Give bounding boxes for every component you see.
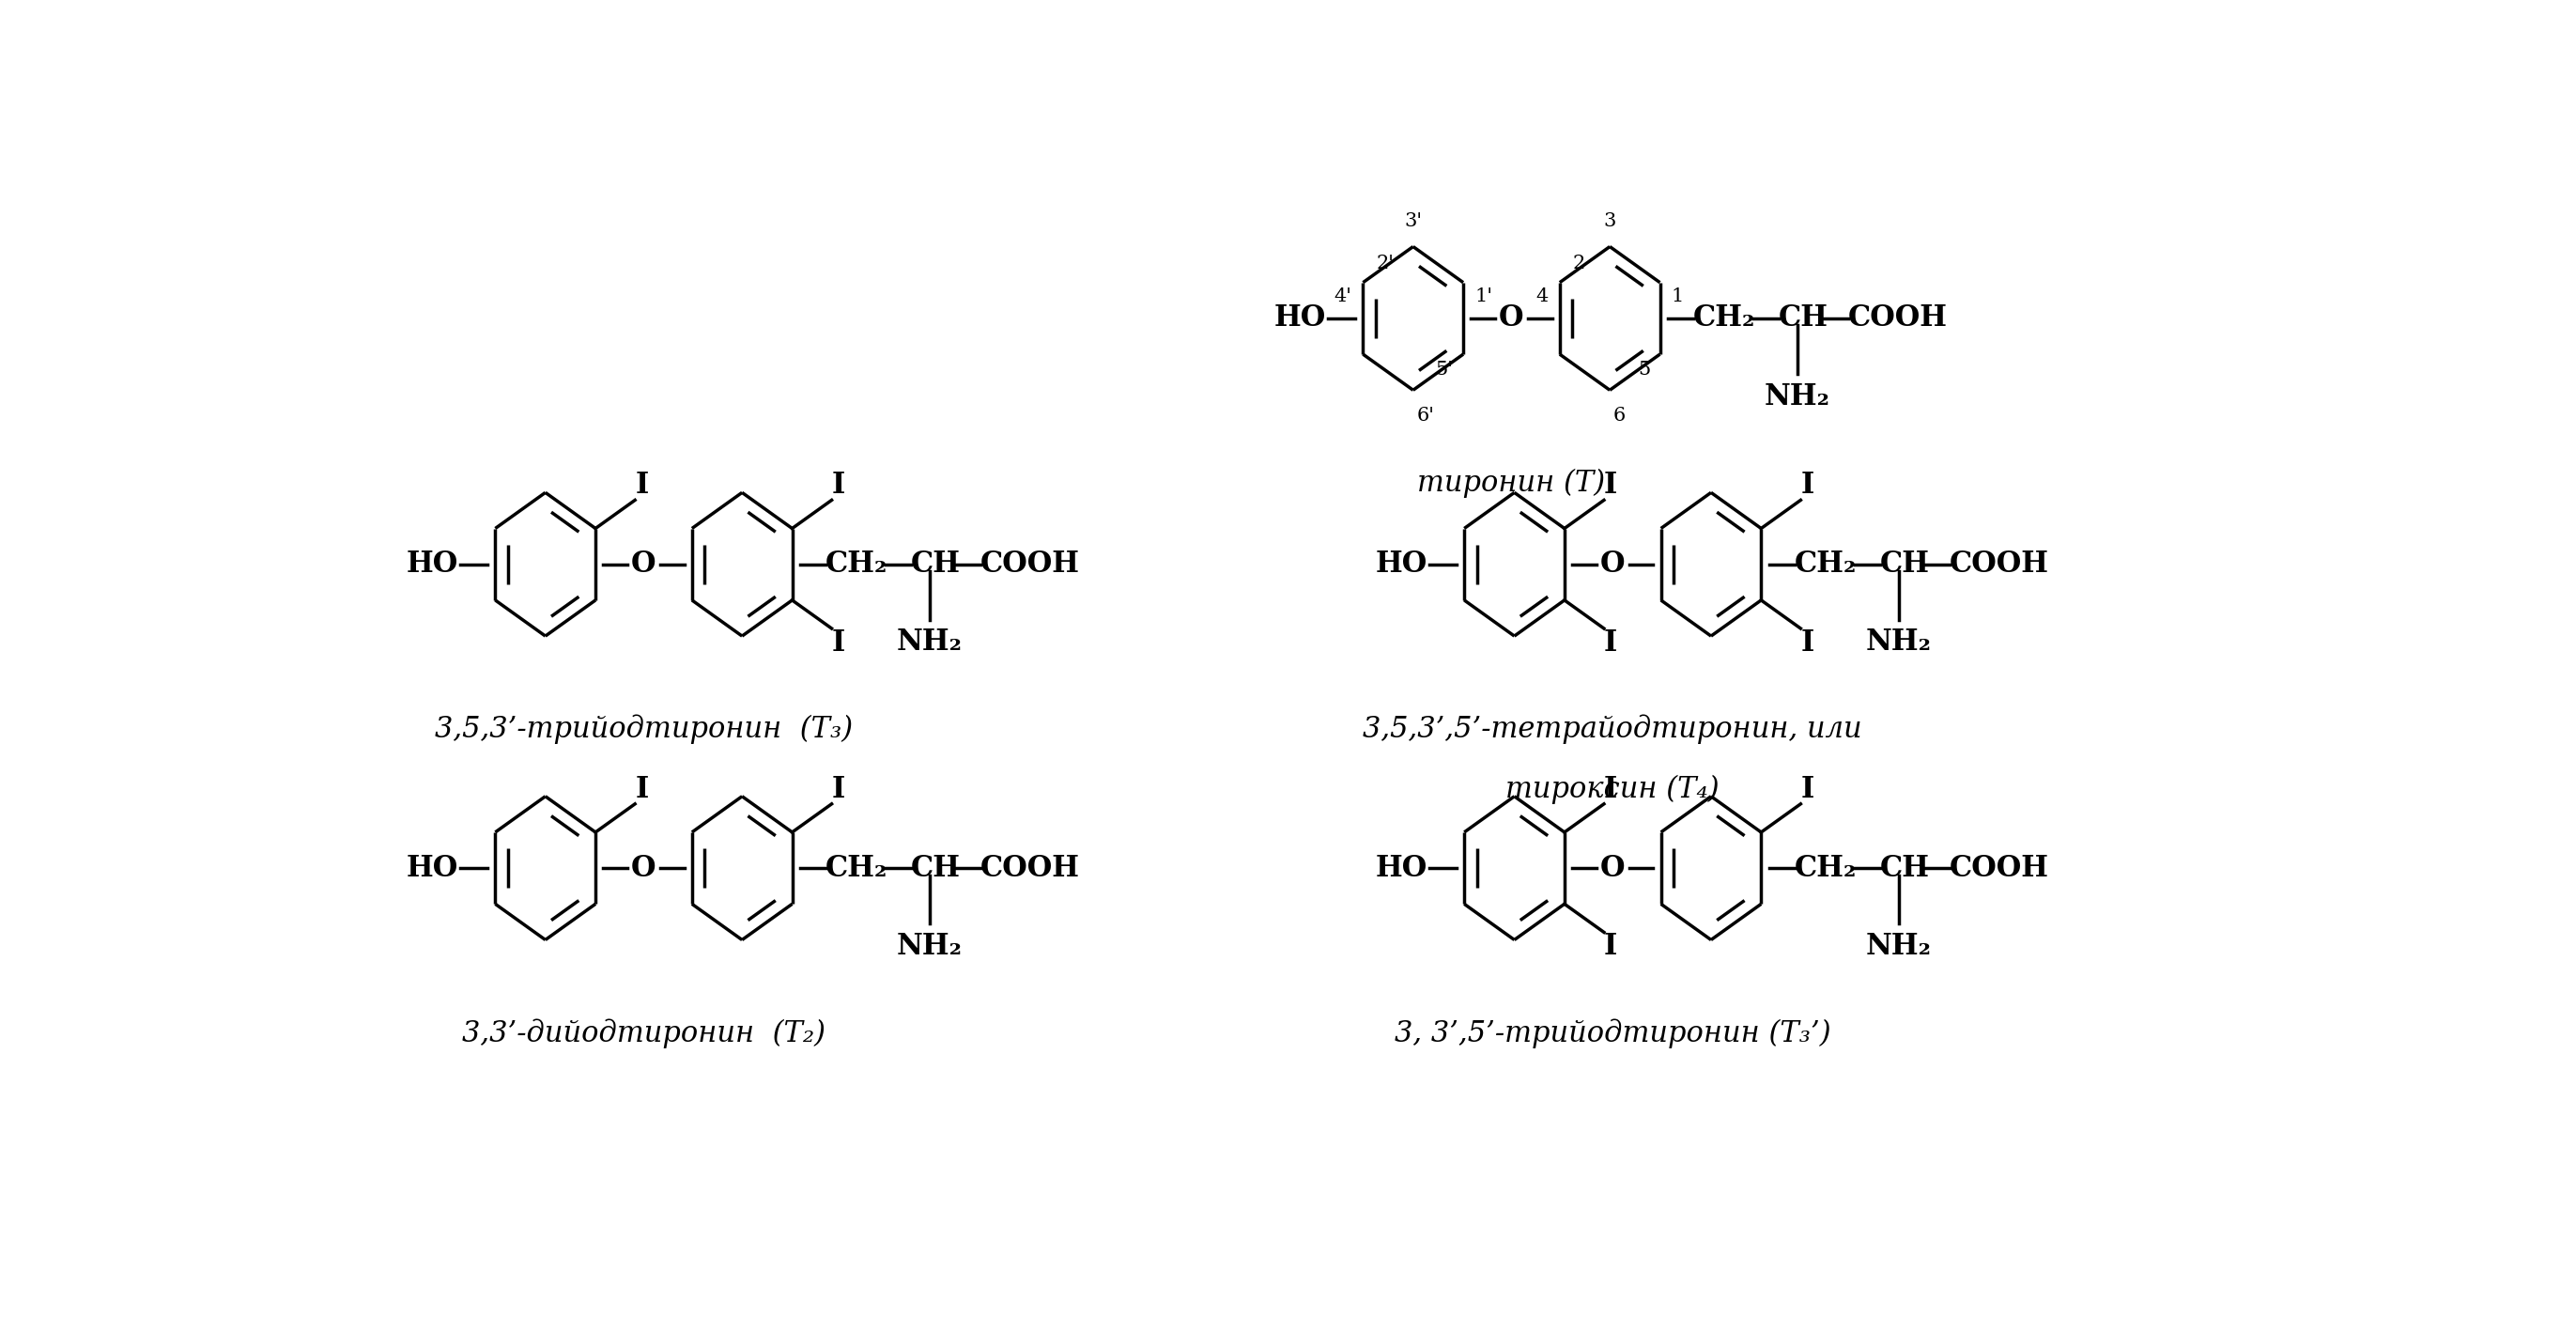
Text: I: I: [1801, 774, 1814, 804]
Text: I: I: [832, 471, 845, 500]
Text: 3, 3’,5’-трийодтиронин (Т₃’): 3, 3’,5’-трийодтиронин (Т₃’): [1394, 1018, 1832, 1048]
Text: CH₂: CH₂: [1795, 853, 1857, 882]
Text: I: I: [1605, 471, 1618, 500]
Text: тиронин (Т): тиронин (Т): [1417, 469, 1605, 499]
Text: NH₂: NH₂: [1765, 383, 1829, 411]
Text: CH: CH: [912, 853, 961, 882]
Text: 1': 1': [1473, 288, 1492, 305]
Text: O: O: [1600, 853, 1625, 882]
Text: HO: HO: [1376, 549, 1427, 579]
Text: 4: 4: [1535, 288, 1548, 305]
Text: 3,3’-дийодтиронин  (Т₂): 3,3’-дийодтиронин (Т₂): [461, 1018, 824, 1048]
Text: 2: 2: [1574, 255, 1584, 273]
Text: NH₂: NH₂: [896, 932, 963, 961]
Text: 5: 5: [1638, 361, 1651, 379]
Text: I: I: [1605, 628, 1618, 657]
Text: CH: CH: [912, 549, 961, 579]
Text: 3,5,3’,5’-тетрайодтиронин, или: 3,5,3’,5’-тетрайодтиронин, или: [1363, 714, 1862, 744]
Text: NH₂: NH₂: [1865, 932, 1932, 961]
Text: CH₂: CH₂: [824, 853, 889, 882]
Text: COOH: COOH: [1847, 304, 1947, 333]
Text: CH₂: CH₂: [1692, 304, 1754, 333]
Text: 5': 5': [1435, 361, 1453, 379]
Text: 3: 3: [1602, 212, 1615, 231]
Text: HO: HO: [1376, 853, 1427, 882]
Text: 6': 6': [1417, 407, 1435, 424]
Text: 1: 1: [1672, 288, 1685, 305]
Text: O: O: [1600, 549, 1625, 579]
Text: HO: HO: [1275, 304, 1327, 333]
Text: CH: CH: [1880, 549, 1929, 579]
Text: CH₂: CH₂: [1795, 549, 1857, 579]
Text: I: I: [1605, 932, 1618, 961]
Text: HO: HO: [407, 853, 459, 882]
Text: I: I: [832, 628, 845, 657]
Text: NH₂: NH₂: [1865, 628, 1932, 657]
Text: I: I: [1605, 774, 1618, 804]
Text: I: I: [636, 471, 649, 500]
Text: COOH: COOH: [1950, 853, 2048, 882]
Text: 2': 2': [1376, 255, 1394, 273]
Text: COOH: COOH: [981, 853, 1079, 882]
Text: тироксин (Т₄): тироксин (Т₄): [1507, 774, 1721, 804]
Text: CH: CH: [1780, 304, 1829, 333]
Text: HO: HO: [407, 549, 459, 579]
Text: I: I: [1801, 471, 1814, 500]
Text: I: I: [832, 774, 845, 804]
Text: NH₂: NH₂: [896, 628, 963, 657]
Text: CH₂: CH₂: [824, 549, 889, 579]
Text: 3,5,3’-трийодтиронин  (Т₃): 3,5,3’-трийодтиронин (Т₃): [435, 714, 853, 744]
Text: 4': 4': [1334, 288, 1352, 305]
Text: 3': 3': [1404, 212, 1422, 231]
Text: I: I: [1801, 628, 1814, 657]
Text: 6: 6: [1613, 407, 1625, 424]
Text: O: O: [631, 853, 657, 882]
Text: COOH: COOH: [981, 549, 1079, 579]
Text: O: O: [631, 549, 657, 579]
Text: COOH: COOH: [1950, 549, 2048, 579]
Text: O: O: [1499, 304, 1525, 333]
Text: CH: CH: [1880, 853, 1929, 882]
Text: I: I: [636, 774, 649, 804]
